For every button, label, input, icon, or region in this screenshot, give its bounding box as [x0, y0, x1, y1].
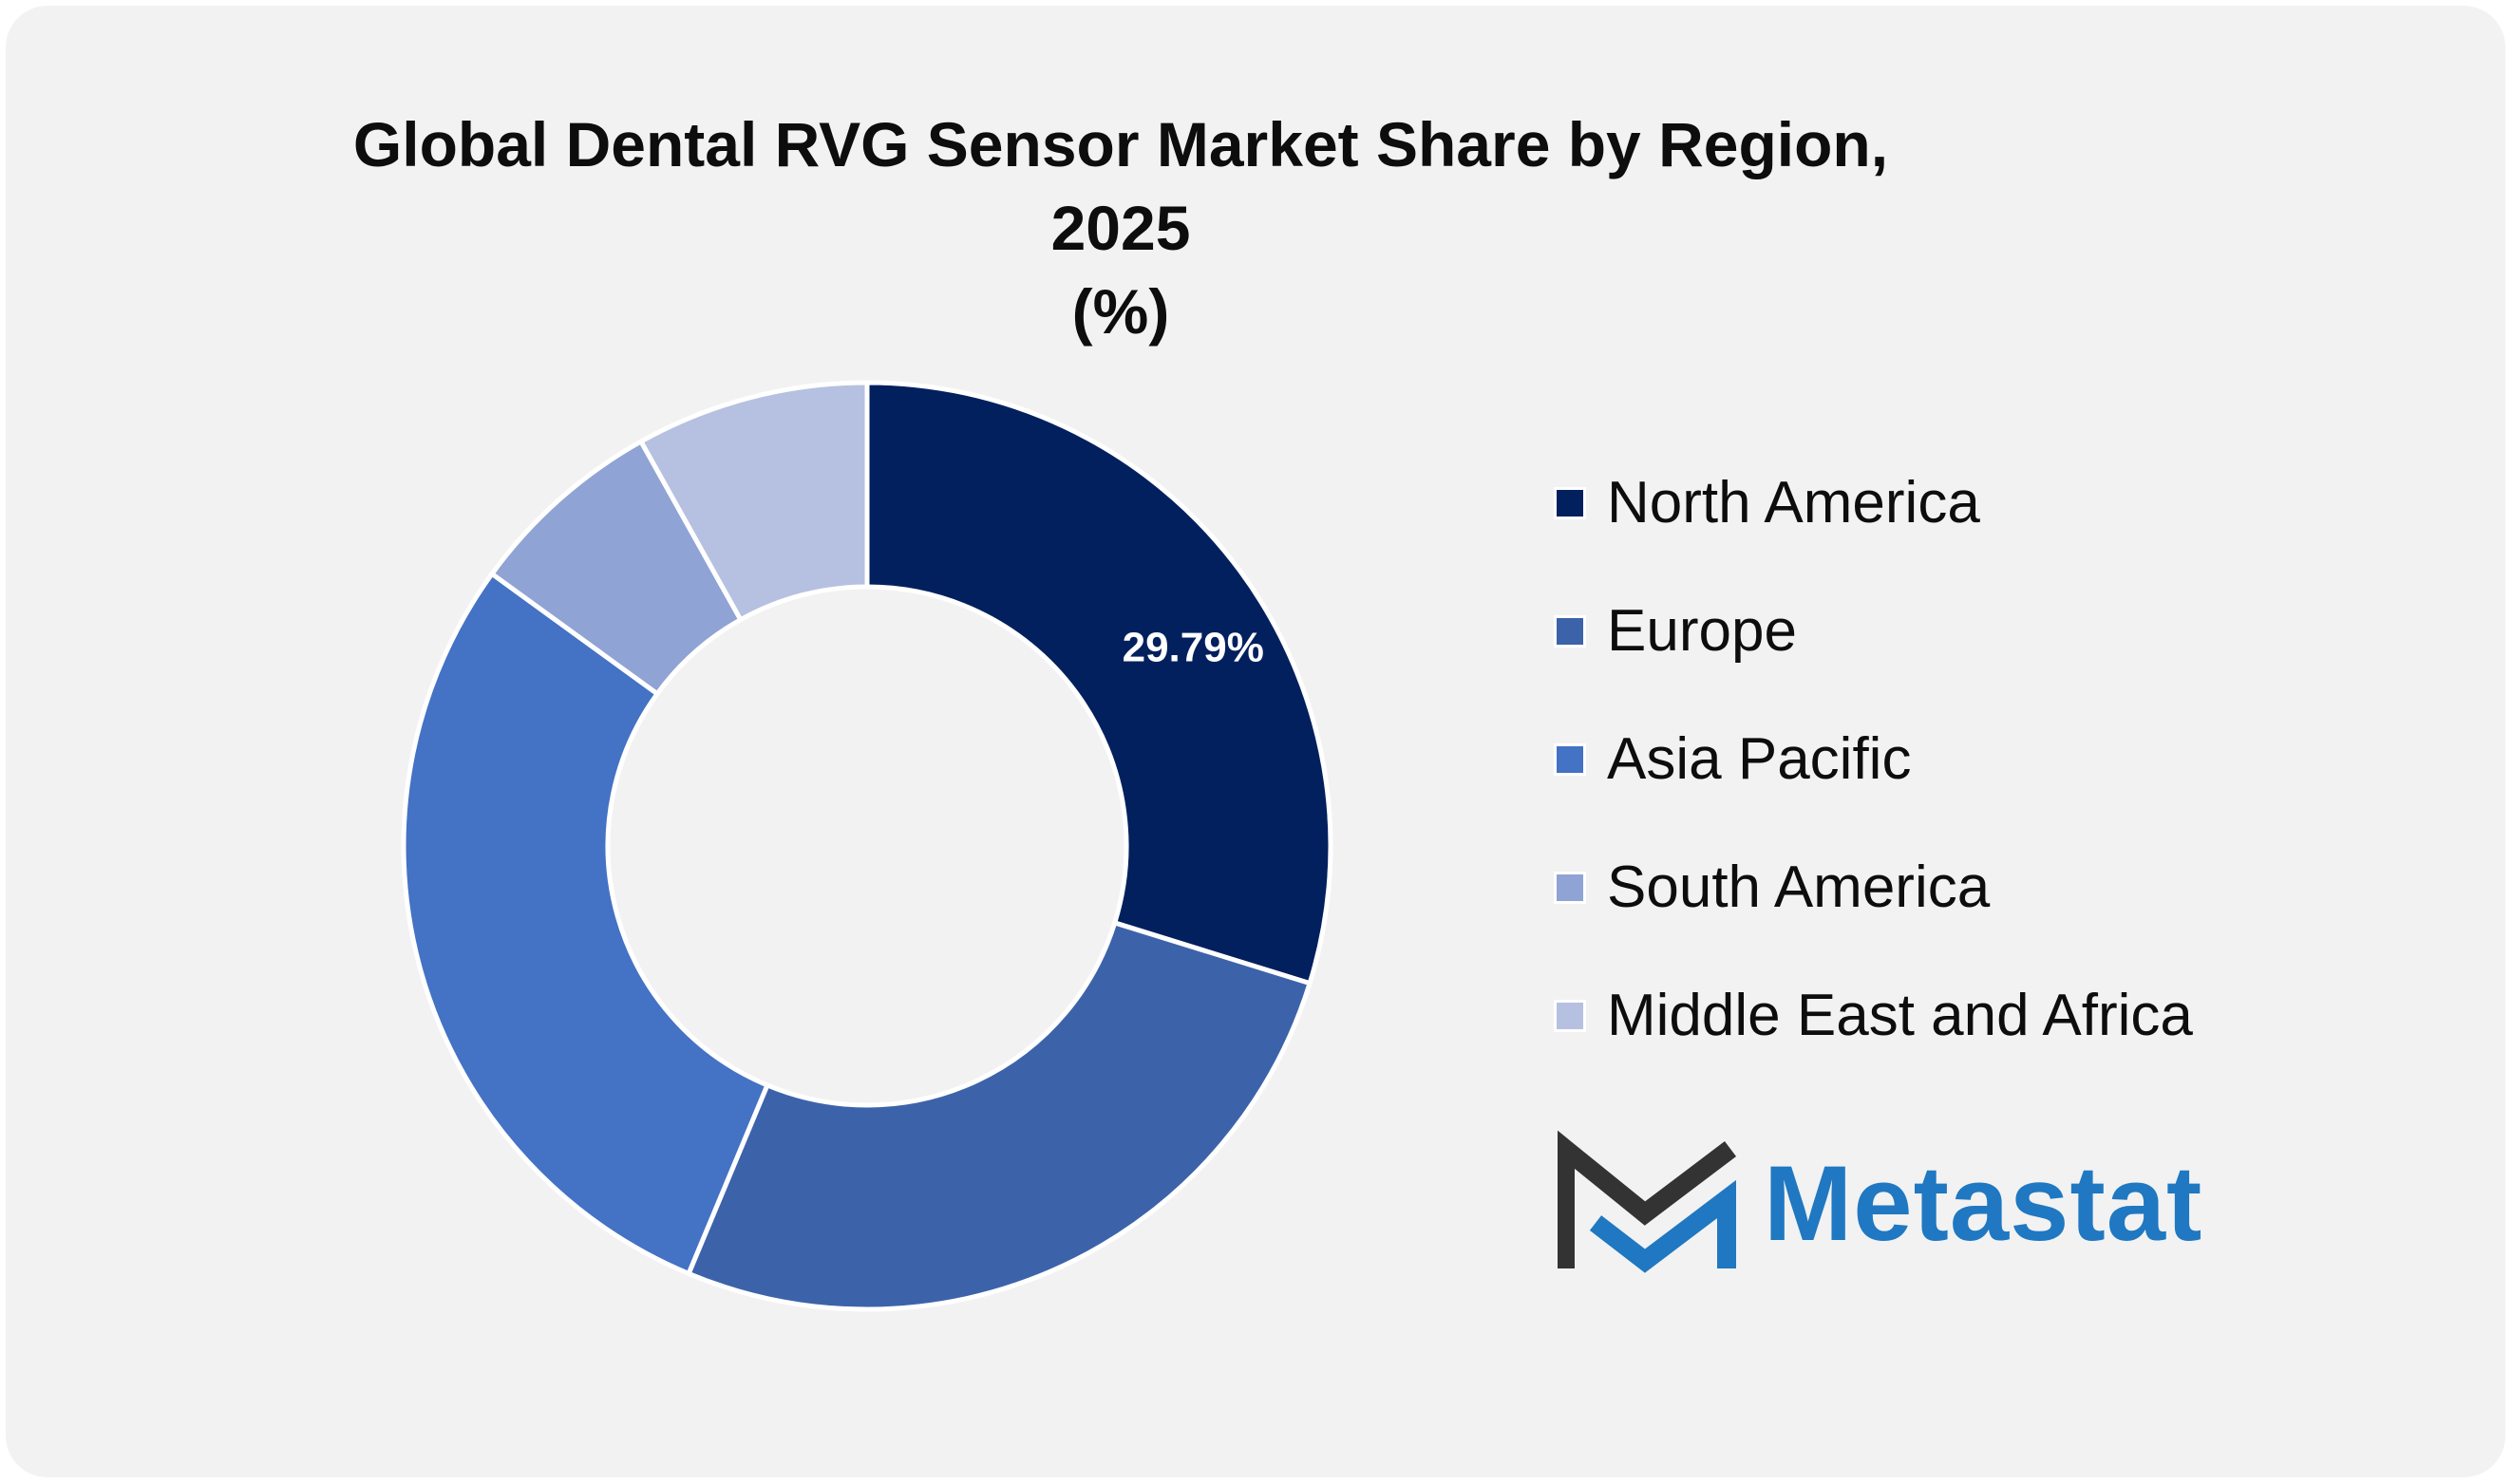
chart-title-line-1: Global Dental RVG Sensor Market Share by…: [352, 109, 1889, 263]
metastat-logo-text: Metastat: [1764, 1144, 2203, 1263]
legend-label: Middle East and Africa: [1607, 983, 2193, 1048]
legend-label: Asia Pacific: [1607, 726, 1912, 792]
chart-title-line-2: (%): [1071, 276, 1170, 347]
legend-label: Europe: [1607, 598, 1797, 664]
legend-item-north-america: North America: [1554, 439, 2409, 567]
legend-swatch: [1554, 742, 1586, 776]
metastat-logo: Metastat: [1558, 1128, 2251, 1280]
donut-slice-north-america: [864, 380, 1333, 986]
chart-legend: North America Europe Asia Pacific South …: [1554, 439, 2409, 1080]
legend-label: North America: [1607, 470, 1980, 535]
legend-item-middle-east-and-africa: Middle East and Africa: [1554, 951, 2409, 1080]
chart-title: Global Dental RVG Sensor Market Share by…: [342, 103, 1899, 353]
data-label-north-america: 29.79%: [1123, 624, 1264, 670]
legend-item-asia-pacific: Asia Pacific: [1554, 695, 2409, 823]
legend-item-europe: Europe: [1554, 567, 2409, 695]
legend-label: South America: [1607, 855, 1991, 920]
legend-swatch: [1554, 871, 1586, 904]
legend-swatch: [1554, 486, 1586, 519]
donut-slice-europe: [686, 920, 1313, 1312]
legend-swatch: [1554, 999, 1586, 1032]
metastat-logo-mark-icon: [1558, 1130, 1737, 1273]
legend-item-south-america: South America: [1554, 823, 2409, 951]
donut-slice-middle-east-and-africa: [638, 380, 870, 623]
legend-swatch: [1554, 614, 1586, 648]
donut-slice-asia-pacific: [401, 571, 770, 1276]
